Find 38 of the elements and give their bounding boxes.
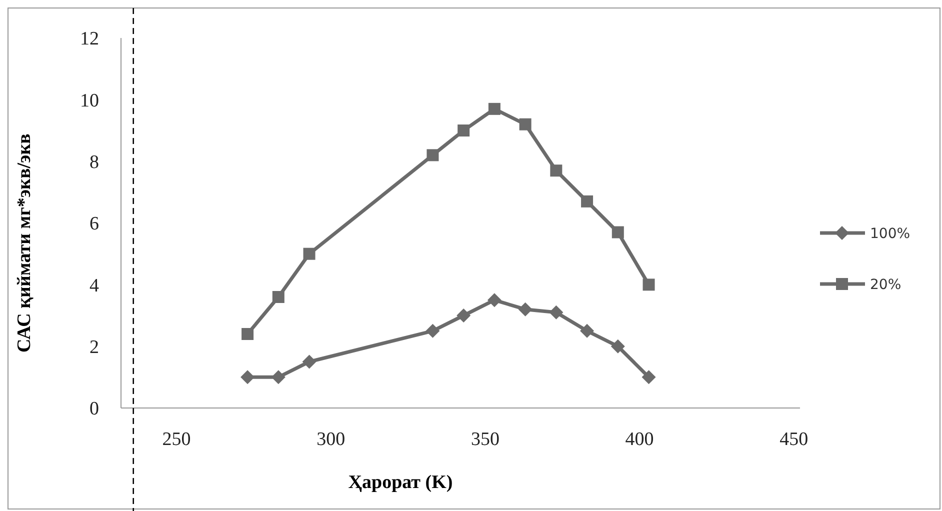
legend-label: 20% bbox=[870, 276, 902, 293]
point bbox=[458, 124, 470, 136]
point bbox=[642, 370, 656, 384]
point bbox=[580, 324, 594, 338]
y-tick-label: 12 bbox=[80, 28, 99, 50]
point bbox=[456, 308, 471, 322]
x-axis-title: Ҳарорат (K) bbox=[348, 472, 453, 493]
x-tick-label: 400 bbox=[625, 429, 654, 450]
point bbox=[612, 226, 624, 238]
x-tick-label: 300 bbox=[316, 429, 346, 450]
y-tick-label: 0 bbox=[90, 398, 99, 420]
point bbox=[549, 305, 564, 320]
point bbox=[272, 291, 284, 303]
point bbox=[302, 354, 316, 369]
point bbox=[581, 195, 594, 208]
y-tick-label: 6 bbox=[90, 214, 99, 235]
point bbox=[518, 302, 532, 316]
legend-label: 100% bbox=[870, 226, 910, 242]
x-tick-label: 350 bbox=[470, 429, 500, 450]
point bbox=[642, 278, 655, 291]
y-axis-title: САС қиймати мг*экв/экв bbox=[14, 134, 35, 352]
point bbox=[240, 370, 255, 384]
point bbox=[426, 149, 439, 162]
y-tick-label: 8 bbox=[90, 152, 99, 173]
point bbox=[242, 328, 254, 340]
point bbox=[550, 164, 562, 177]
y-tick-label: 10 bbox=[80, 90, 99, 112]
point bbox=[488, 102, 500, 115]
point bbox=[487, 293, 502, 308]
point bbox=[271, 370, 286, 384]
point bbox=[426, 324, 440, 338]
point bbox=[610, 339, 625, 354]
y-tick-label: 2 bbox=[90, 336, 99, 358]
point bbox=[303, 248, 316, 260]
x-tick-label: 450 bbox=[780, 429, 808, 450]
x-tick-label: 250 bbox=[162, 429, 191, 450]
point bbox=[519, 118, 532, 130]
y-tick-label: 4 bbox=[90, 275, 100, 296]
